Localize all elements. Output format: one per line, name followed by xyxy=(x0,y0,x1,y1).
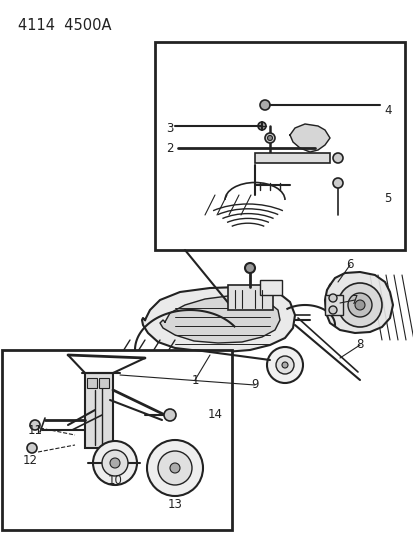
Polygon shape xyxy=(289,124,329,152)
Bar xyxy=(254,153,329,163)
Polygon shape xyxy=(142,287,294,352)
Text: 1: 1 xyxy=(191,374,198,386)
Bar xyxy=(99,378,109,388)
Bar xyxy=(2,350,231,530)
Circle shape xyxy=(110,458,120,468)
Text: 6: 6 xyxy=(345,259,353,271)
Bar xyxy=(87,378,97,388)
Circle shape xyxy=(264,133,274,143)
Text: 11: 11 xyxy=(27,424,43,437)
Text: 10: 10 xyxy=(107,473,122,487)
Circle shape xyxy=(102,450,128,476)
Circle shape xyxy=(328,306,336,314)
Circle shape xyxy=(281,362,287,368)
Bar xyxy=(228,285,272,310)
Circle shape xyxy=(328,294,336,302)
Circle shape xyxy=(30,420,40,430)
Text: 9: 9 xyxy=(251,378,258,392)
Text: 3: 3 xyxy=(166,122,173,134)
Bar xyxy=(259,280,281,295)
Circle shape xyxy=(354,300,364,310)
Bar xyxy=(324,295,342,315)
Circle shape xyxy=(347,293,371,317)
Circle shape xyxy=(332,178,342,188)
Text: 2: 2 xyxy=(166,141,173,155)
Text: 13: 13 xyxy=(167,498,182,512)
Circle shape xyxy=(257,122,266,130)
Circle shape xyxy=(244,263,254,273)
Circle shape xyxy=(93,441,137,485)
Circle shape xyxy=(164,409,176,421)
Circle shape xyxy=(332,153,342,163)
Polygon shape xyxy=(324,272,392,333)
Text: 4: 4 xyxy=(383,103,391,117)
Polygon shape xyxy=(159,296,279,343)
Text: 4114  4500A: 4114 4500A xyxy=(18,18,111,33)
Text: 12: 12 xyxy=(22,454,38,466)
Text: 14: 14 xyxy=(207,408,222,422)
Circle shape xyxy=(147,440,202,496)
Bar xyxy=(85,373,113,448)
Circle shape xyxy=(266,347,302,383)
Circle shape xyxy=(275,356,293,374)
Circle shape xyxy=(158,451,192,485)
Text: 8: 8 xyxy=(356,338,363,351)
Bar xyxy=(154,42,404,250)
Circle shape xyxy=(27,443,37,453)
Text: 7: 7 xyxy=(350,294,358,306)
Circle shape xyxy=(259,100,269,110)
Circle shape xyxy=(267,135,272,141)
Circle shape xyxy=(337,283,381,327)
Circle shape xyxy=(170,463,180,473)
Text: 5: 5 xyxy=(383,191,391,205)
